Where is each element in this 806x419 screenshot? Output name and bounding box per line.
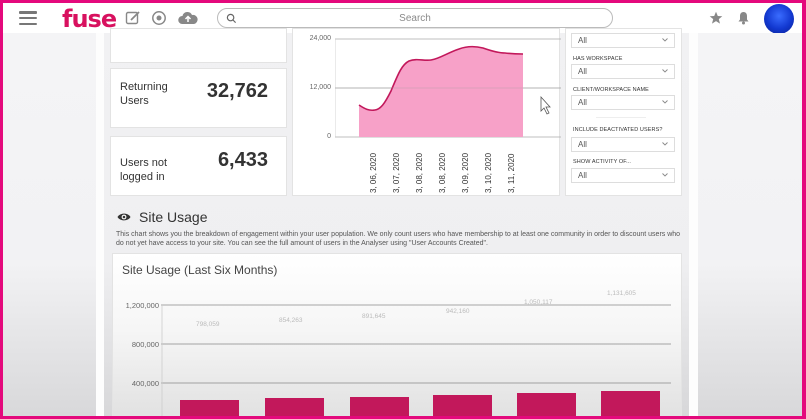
stat-label-line: Returning <box>120 81 168 93</box>
bar-chart-card: Site Usage (Last Six Months) 1,200,000 8… <box>112 253 682 416</box>
stat-value: 32,762 <box>206 80 268 102</box>
x-tick: 3, 08, 2020 <box>438 152 447 193</box>
fuse-logo[interactable]: fuse <box>62 5 117 33</box>
filter-select-has-workspace[interactable]: All <box>571 64 675 79</box>
bar-chart <box>161 304 671 416</box>
search-bar[interactable] <box>217 8 613 28</box>
filter-panel: All HAS WORKSPACE All CLIENT/WORKSPACE N… <box>565 28 682 196</box>
chevron-down-icon <box>662 69 668 73</box>
right-gutter <box>698 33 802 416</box>
app-window: fuse <box>3 3 802 416</box>
select-value: All <box>578 98 587 107</box>
data-label: 891,645 <box>362 313 386 320</box>
select-value: All <box>578 36 587 45</box>
filter-select-include-deactivated[interactable]: All <box>571 137 675 152</box>
search-icon <box>226 13 237 24</box>
x-tick: 3, 10, 2020 <box>484 152 493 193</box>
select-value: All <box>578 140 587 149</box>
chevron-down-icon <box>662 142 668 146</box>
chart-title: Site Usage (Last Six Months) <box>122 263 278 277</box>
select-value: All <box>578 67 587 76</box>
data-label: 1,131,605 <box>607 290 636 297</box>
x-tick: 3, 11, 2020 <box>507 153 516 193</box>
filter-select-show-activity-of[interactable]: All <box>571 168 675 183</box>
area-chart <box>335 38 561 138</box>
section-description: This chart shows you the breakdown of en… <box>116 231 681 247</box>
top-bar: fuse <box>3 3 802 34</box>
filter-label: INCLUDE DEACTIVATED USERS? <box>573 127 663 133</box>
stat-label: Users not logged in <box>120 156 167 184</box>
bell-icon[interactable] <box>737 11 750 25</box>
stat-value: 6,433 <box>217 149 268 171</box>
stat-card-top <box>110 28 287 63</box>
area-chart-card: 24,000 12,000 0 3, 06, 2020 3, 07, 2020 … <box>292 28 561 196</box>
upload-cloud-icon[interactable] <box>178 10 198 26</box>
filter-label: SHOW ACTIVITY OF... <box>573 159 632 165</box>
stat-label-line: Users not <box>120 157 168 169</box>
data-label: 798,059 <box>196 321 220 328</box>
filter-select-client-workspace-name[interactable]: All <box>571 95 675 110</box>
filter-label: HAS WORKSPACE <box>573 56 623 62</box>
left-gutter <box>3 33 96 416</box>
chevron-down-icon <box>662 100 668 104</box>
y-tick: 400,000 <box>131 379 159 388</box>
stat-card-returning-users: Returning Users 32,762 <box>110 68 287 128</box>
edit-icon[interactable] <box>125 10 141 26</box>
stat-label-line: Users <box>120 95 149 107</box>
stat-label: Returning Users <box>120 80 168 108</box>
chevron-down-icon <box>662 38 668 42</box>
x-tick: 3, 06, 2020 <box>369 152 378 193</box>
section-heading: Site Usage <box>117 209 207 225</box>
data-label: 1,050,117 <box>524 299 553 306</box>
record-icon[interactable] <box>151 10 167 26</box>
x-tick: 3, 07, 2020 <box>392 152 401 193</box>
y-tick: 12,000 <box>309 84 331 91</box>
filter-select-top[interactable]: All <box>571 33 675 48</box>
filter-label: CLIENT/WORKSPACE NAME <box>573 87 649 93</box>
avatar[interactable] <box>764 4 794 34</box>
left-divider <box>96 33 104 416</box>
x-tick: 3, 09, 2020 <box>461 152 470 193</box>
select-value: All <box>578 171 587 180</box>
menu-icon[interactable] <box>19 11 37 25</box>
stat-label-line: logged in <box>120 171 165 183</box>
chevron-down-icon <box>662 173 668 177</box>
y-tick: 800,000 <box>131 340 159 349</box>
data-label: 854,263 <box>279 317 303 324</box>
y-tick: 1,200,000 <box>125 301 159 310</box>
star-icon[interactable] <box>709 11 723 25</box>
y-tick: 0 <box>327 133 331 140</box>
right-divider <box>689 33 698 416</box>
divider <box>596 117 646 118</box>
x-tick: 3, 08, 2020 <box>415 152 424 193</box>
stat-card-users-not-logged-in: Users not logged in 6,433 <box>110 136 287 196</box>
search-input[interactable] <box>218 9 612 27</box>
section-title: Site Usage <box>139 209 208 225</box>
main-content: Returning Users 32,762 Users not logged … <box>104 28 689 416</box>
data-label: 942,160 <box>446 308 470 315</box>
eye-icon <box>117 213 131 221</box>
y-tick: 24,000 <box>309 35 331 42</box>
